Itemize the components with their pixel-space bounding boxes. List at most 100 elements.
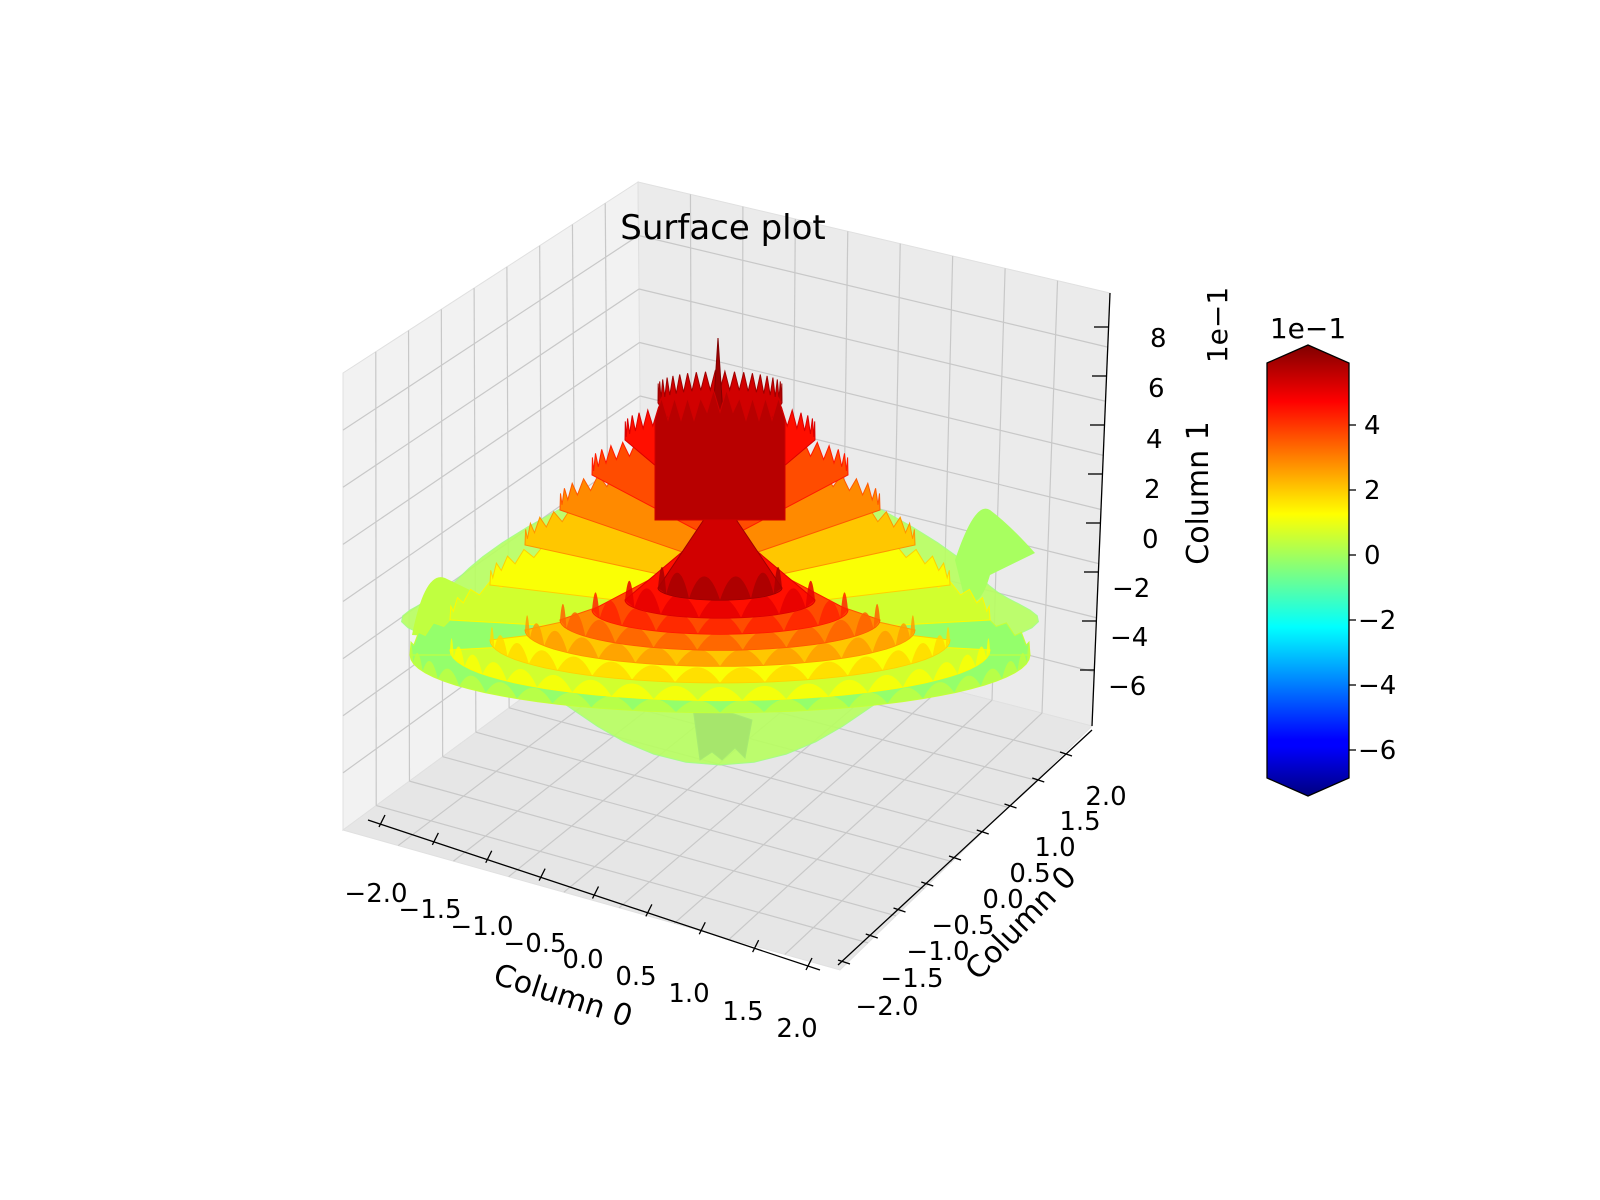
z-axis-label: Column 1 [1181, 421, 1216, 565]
y-tick-label: −1.5 [880, 964, 943, 994]
surface-lobe [1017, 652, 1027, 672]
surface-lobe [720, 576, 751, 601]
surface-lobe [676, 649, 720, 667]
grid-line [475, 731, 953, 863]
y-tick-label: 2.0 [1085, 782, 1126, 812]
x-tick [752, 939, 760, 953]
x-tick [805, 957, 813, 971]
surface-lobe [675, 667, 720, 683]
surface-lobe [464, 654, 483, 675]
colorbar-body [1266, 344, 1350, 797]
surface-lobe [764, 698, 808, 713]
surface-lobe [675, 700, 720, 713]
surface-lobe [697, 686, 743, 701]
surface-lobe [697, 614, 743, 634]
grid-line [342, 342, 640, 545]
y-tick-label: 1.5 [1059, 807, 1100, 837]
grid-line [638, 234, 1108, 348]
surface-lobe [873, 603, 880, 629]
surface-lobe [632, 665, 676, 683]
grid-line [342, 395, 641, 602]
x-tick-label: 2.0 [776, 1014, 817, 1044]
colorbar-tick-label: −6 [1358, 736, 1396, 766]
surface-lobe [933, 662, 958, 682]
grid-line [784, 712, 1043, 955]
surface-lobe [621, 607, 656, 631]
surface-lobe [494, 635, 508, 657]
surface-lobe [634, 588, 661, 615]
surface-lobe [529, 623, 545, 646]
surface-lobe [804, 642, 842, 663]
y-tick [865, 933, 878, 939]
surface-lobe [592, 592, 600, 619]
surface-lobe [887, 687, 923, 704]
surface-lobe [567, 637, 599, 659]
surface-lobe [566, 612, 586, 637]
surface-lobe [625, 580, 635, 608]
colorbar-tick-label: 0 [1364, 541, 1381, 571]
y-tick-label: 0.0 [982, 885, 1023, 915]
surface-lobe [591, 696, 633, 711]
surface-lobe [742, 630, 787, 650]
y-tick [976, 829, 989, 835]
y-tick [837, 959, 851, 965]
x-tick [431, 832, 439, 846]
surface-lobe [751, 572, 774, 599]
surface-lobe [537, 674, 573, 693]
x-tick-label: 0.5 [615, 962, 656, 992]
z-offset-label: 1e−1 [1201, 287, 1234, 363]
chart-title: Surface plot [620, 208, 826, 248]
z-tick-label: −6 [1108, 672, 1146, 702]
surface-lobe [742, 685, 787, 701]
surface-lobe [635, 646, 677, 666]
surface-lobe [658, 566, 667, 594]
x-tick [698, 921, 706, 935]
y-tick-label: −2.0 [855, 992, 918, 1022]
surface-lobe [741, 594, 780, 618]
surface-lobe [438, 668, 460, 687]
surface-lobe [975, 646, 987, 667]
surface-lobe [459, 675, 486, 693]
y-tick-label: 1.0 [1034, 833, 1075, 863]
x-tick [485, 850, 493, 864]
surface-lobe [882, 650, 912, 671]
surface-lobe [840, 592, 848, 619]
surface-lobe [910, 615, 915, 639]
surface-lobe [592, 661, 632, 680]
surface-lobe [786, 625, 825, 648]
grid-line [673, 686, 943, 924]
surface-lobe [807, 696, 849, 711]
surface-lobe [848, 692, 888, 708]
y-tick [948, 855, 962, 861]
surface-lobe [805, 580, 815, 608]
surface-lobe [525, 615, 530, 639]
surface-lobe [808, 661, 848, 680]
colorbar: 1e−1 −6 −4 −2 0 2 4 [1266, 312, 1396, 797]
surface-lobe [911, 643, 933, 664]
surface-lobe [413, 652, 423, 672]
colorbar-offset-label: 1e−1 [1270, 312, 1346, 345]
surface-lobe [557, 656, 593, 676]
surface-lobe [599, 600, 622, 626]
surface [400, 337, 1040, 766]
surface-lobe [615, 625, 654, 648]
surface-lobe [895, 623, 911, 646]
surface-lobe [824, 619, 855, 643]
surface-lobe [932, 635, 946, 657]
surface-lobe [660, 594, 699, 618]
y-tick [1032, 777, 1045, 783]
surface-lobe [945, 626, 950, 649]
surface-lobe [986, 638, 990, 659]
z-tick-label: 0 [1142, 525, 1159, 555]
surface-lobe [698, 596, 742, 618]
y-tick-label: −1.0 [906, 937, 969, 967]
surface-lobe [666, 572, 689, 599]
z-tick-label: −4 [1110, 623, 1148, 653]
z-tick-label: −2 [1112, 574, 1150, 604]
grid-line [342, 234, 639, 431]
surface-lobe [720, 649, 764, 667]
grid-line [442, 756, 925, 890]
surface-lobe [902, 668, 934, 688]
surface-lobe [490, 626, 495, 649]
z-tick-label: 8 [1150, 324, 1167, 354]
